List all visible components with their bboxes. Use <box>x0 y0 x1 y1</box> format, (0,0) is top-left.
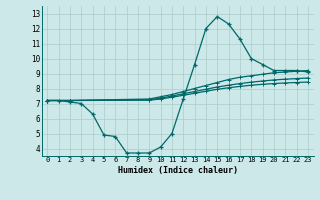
X-axis label: Humidex (Indice chaleur): Humidex (Indice chaleur) <box>118 166 237 175</box>
